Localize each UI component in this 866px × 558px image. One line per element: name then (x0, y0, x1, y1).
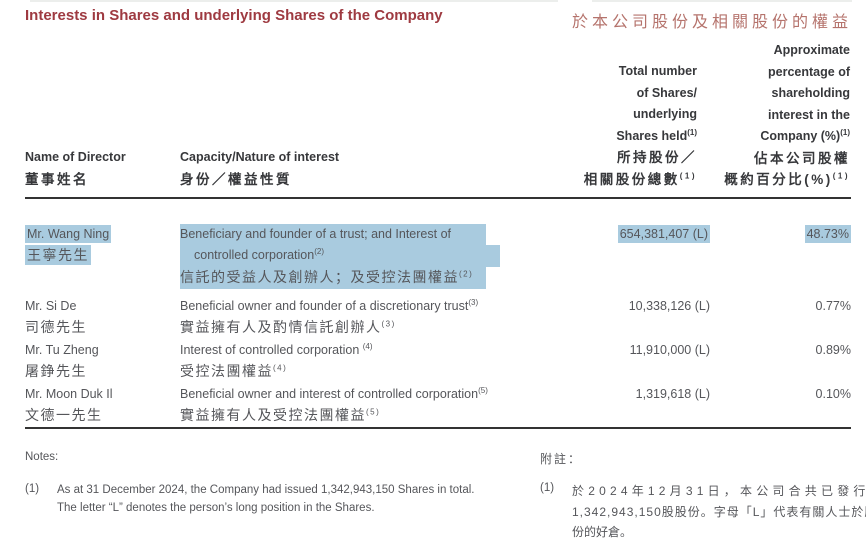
section-title-chinese: 於本公司股份及相關股份的權益 (571, 14, 852, 31)
row-2-capacity-zh-text: 實益擁有人及酌情信託創辦人 (180, 319, 382, 335)
table-row-1-capacity-zh[interactable]: 信託的受益人及創辦人；及受控法團權益(2) (180, 267, 486, 289)
row-3-capacity-text: Interest of controlled corporation (180, 343, 363, 357)
table-row-4-shares: 1,319,618 (L) (635, 387, 710, 401)
row-3-capacity-zh-text: 受控法團權益 (180, 363, 273, 379)
notes-label-zh: 附註： (540, 452, 583, 466)
table-row-2-capacity-zh: 實益擁有人及酌情信託創辦人(3) (180, 317, 396, 339)
header-percent-line2: percentage of (768, 64, 850, 79)
header-percent-footnote-ref: (1) (840, 127, 850, 137)
note-1-text-zh: 於2024年12月31日，本公司合共已發行 1,342,943,150股股份。字… (572, 481, 866, 543)
header-shares-zh-line2: 相關股份總數(1) (584, 169, 697, 191)
row-2-capacity-zh-footnote-ref: (3) (381, 319, 396, 329)
header-percent-zh-line1: 佔本公司股權 (754, 150, 850, 166)
note-1-zh-line3: 份的好倉。 (572, 525, 633, 539)
header-shares-footnote-ref: (1) (687, 127, 697, 137)
row-2-capacity-text: Beneficial owner and founder of a discre… (180, 299, 469, 313)
header-shares-line4-text: Shares held (616, 128, 688, 143)
cropped-content-remnant-right (592, 0, 852, 2)
row-2-capacity-footnote-ref: (3) (468, 297, 479, 307)
header-percent-line3: shareholding (771, 86, 850, 100)
header-capacity-zh: 身份／權益性質 (180, 171, 292, 187)
section-title-english: Interests in Shares and underlying Share… (25, 7, 443, 24)
table-row-4-capacity-zh: 實益擁有人及受控法團權益(5) (180, 405, 380, 427)
notes-label-en: Notes: (25, 451, 59, 463)
table-row-1-percent[interactable]: 48.73% (804, 224, 851, 246)
table-row-4-capacity-en: Beneficial owner and interest of control… (180, 384, 488, 406)
header-percent-zh-footnote-ref: (1) (832, 171, 850, 181)
header-percent-line5-text: Company (%) (760, 129, 841, 143)
table-row-4-percent: 0.10% (815, 387, 851, 401)
table-header-percentage: Approximate percentage of shareholding i… (724, 40, 850, 191)
table-row-4-name-zh: 文德一先生 (25, 407, 103, 423)
note-1-number-zh: (1) (540, 482, 555, 494)
note-1-text-en: As at 31 December 2024, the Company had … (57, 482, 501, 517)
table-row-1-shares[interactable]: 654,381,407 (L) (617, 224, 710, 246)
header-shares-line2: of Shares/ (636, 85, 697, 100)
table-row-3-percent: 0.89% (815, 343, 851, 357)
row-4-capacity-zh-text: 實益擁有人及受控法團權益 (180, 407, 366, 423)
note-1-zh-line1: 於2024年12月31日，本公司合共已發行 (572, 484, 866, 498)
table-row-2-capacity-en: Beneficial owner and founder of a discre… (180, 296, 478, 318)
table-bottom-rule (25, 427, 851, 429)
selected-text[interactable]: 48.73% (804, 225, 851, 243)
selected-text[interactable]: 信託的受益人及創辦人；及受控法團權益 (180, 269, 459, 285)
table-row-2-percent: 0.77% (815, 299, 851, 313)
table-header-name: Name of Director 董事姓名 (25, 147, 126, 190)
note-1-zh-line2: 1,342,943,150股股份。字母「L」代表有關人士於股 (572, 504, 866, 519)
header-percent-line1: Approximate (773, 43, 850, 57)
table-row-1-capacity-line2[interactable]: controlled corporation(2) (180, 245, 500, 267)
table-row-3-shares: 11,910,000 (L) (629, 343, 710, 357)
header-shares-line3: underlying (633, 107, 697, 121)
row-3-capacity-footnote-ref: (4) (362, 341, 373, 351)
selected-text[interactable]: 王寧先生 (25, 245, 91, 265)
row-4-capacity-text: Beneficial owner and interest of control… (180, 387, 479, 401)
table-row-3-name-en: Mr. Tu Zheng (25, 343, 99, 357)
table-row-2-shares: 10,338,126 (L) (628, 299, 710, 313)
header-shares-zh-footnote-ref: (1) (679, 171, 697, 180)
table-row-1-name-en[interactable]: Mr. Wang Ning (25, 224, 112, 246)
row-4-capacity-zh-footnote-ref: (5) (366, 407, 381, 417)
selected-text[interactable]: 654,381,407 (L) (617, 225, 710, 243)
table-row-1-name-zh[interactable]: 王寧先生 (25, 245, 91, 267)
note-1-en-line2: The letter “L” denotes the person’s long… (57, 501, 375, 514)
table-row-2-name-en: Mr. Si De (25, 299, 77, 313)
cropped-content-remnant-left (30, 0, 558, 2)
header-shares-zh-line2-text: 相關股份總數 (583, 171, 680, 187)
table-header-shares: Total number of Shares/ underlying Share… (584, 61, 697, 190)
row-1-capacity-zh-footnote-ref: (2) (459, 269, 474, 279)
selected-text[interactable]: Mr. Wang Ning (25, 225, 112, 243)
header-percent-line5: Company (%)(1) (724, 126, 850, 148)
table-header-rule (25, 197, 851, 199)
row-3-capacity-zh-footnote-ref: (4) (273, 363, 288, 373)
row-4-capacity-footnote-ref: (5) (478, 385, 488, 395)
table-row-3-capacity-zh: 受控法團權益(4) (180, 361, 287, 383)
header-name-en: Name of Director (25, 150, 126, 164)
header-shares-line1: Total number (618, 64, 697, 78)
table-row-3-capacity-en: Interest of controlled corporation (4) (180, 340, 373, 362)
header-shares-zh-line1: 所持股份／ (617, 150, 697, 165)
header-name-zh: 董事姓名 (25, 171, 89, 187)
header-percent-zh-line2: 概約百分比(%)(1) (724, 169, 850, 191)
table-row-2-name-zh: 司德先生 (25, 319, 87, 335)
header-capacity-en: Capacity/Nature of interest (180, 150, 340, 164)
header-percent-zh-line2-text: 概約百分比(%) (724, 172, 833, 187)
table-row-1-capacity-line1[interactable]: Beneficiary and founder of a trust; and … (180, 224, 486, 246)
header-shares-line4: Shares held(1) (584, 126, 697, 148)
table-row-4-name-en: Mr. Moon Duk Il (25, 387, 113, 401)
header-percent-line4: interest in the (768, 107, 850, 122)
table-header-capacity: Capacity/Nature of interest 身份／權益性質 (180, 147, 339, 190)
note-1-en-line1: As at 31 December 2024, the Company had … (57, 484, 475, 496)
table-row-3-name-zh: 屠錚先生 (25, 363, 87, 379)
selected-text[interactable]: controlled corporation (194, 248, 315, 262)
note-1-number-en: (1) (25, 483, 40, 495)
row-1-capacity-footnote-ref: (2) (314, 246, 324, 256)
